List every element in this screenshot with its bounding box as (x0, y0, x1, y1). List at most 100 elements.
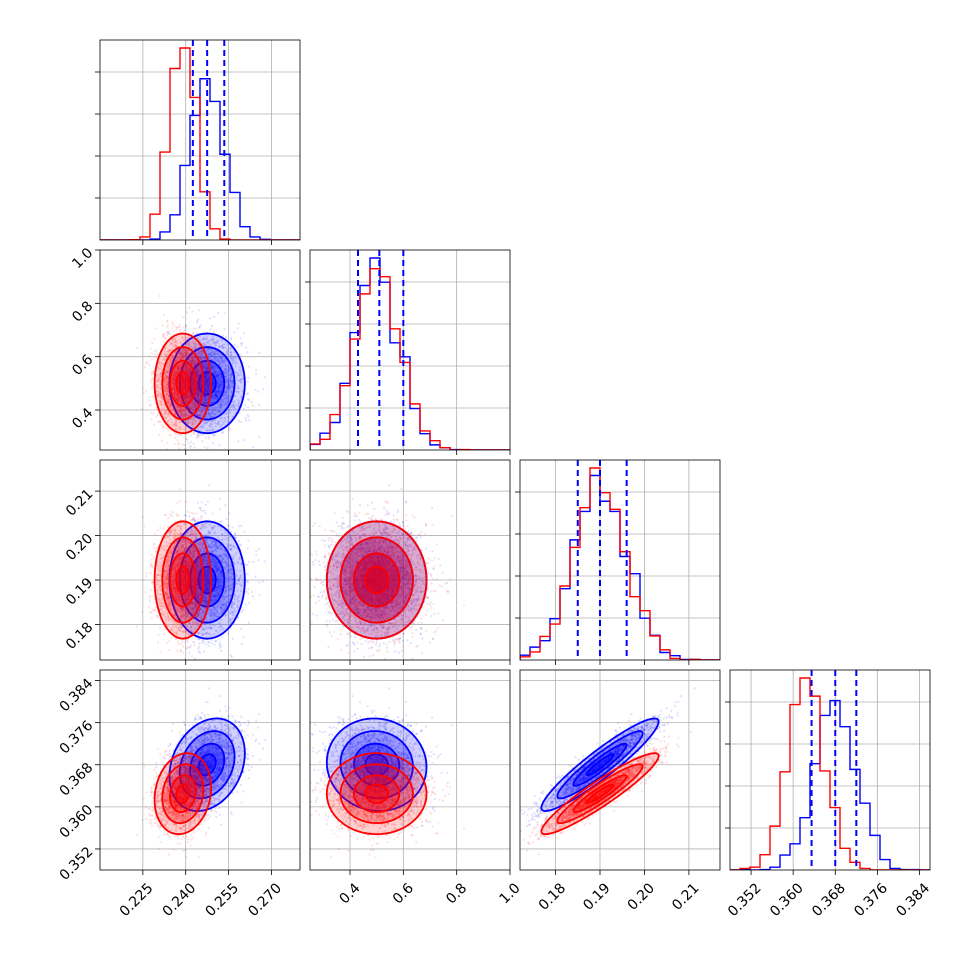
scatter-point (220, 398, 223, 401)
scatter-point (190, 359, 193, 362)
scatter-point (184, 349, 187, 352)
scatter-point (206, 389, 209, 392)
scatter-point (219, 356, 222, 359)
scatter-point (214, 391, 217, 394)
scatter-point (227, 378, 230, 381)
scatter-point (201, 350, 204, 353)
scatter-point (218, 370, 221, 373)
scatter-point (210, 354, 213, 357)
scatter-point (186, 368, 189, 371)
scatter-point (235, 407, 238, 410)
scatter-point (215, 389, 218, 393)
scatter-point (224, 364, 227, 367)
scatter-point (215, 389, 218, 392)
scatter-point (219, 390, 222, 393)
scatter-point (197, 390, 200, 393)
scatter-point (181, 387, 184, 390)
scatter-point (203, 399, 206, 402)
scatter-point (191, 388, 195, 391)
scatter-point (150, 373, 154, 376)
scatter-point (185, 415, 188, 418)
scatter-point (209, 423, 212, 426)
scatter-point (186, 349, 189, 352)
scatter-point (184, 383, 187, 387)
scatter-point (171, 323, 175, 326)
scatter-point (239, 378, 242, 382)
scatter-point (203, 395, 206, 399)
scatter-point (182, 388, 186, 391)
scatter-point (214, 393, 217, 396)
scatter-point (200, 386, 203, 389)
scatter-point (197, 432, 200, 435)
scatter-point (213, 393, 217, 396)
scatter-point (196, 320, 199, 323)
scatter-point (188, 367, 191, 370)
scatter-point (227, 416, 230, 419)
scatter-point (211, 401, 214, 404)
scatter-point (231, 359, 234, 362)
scatter-point (216, 382, 219, 385)
scatter-point (211, 420, 214, 423)
scatter-point (224, 397, 227, 400)
scatter-point (228, 369, 231, 372)
scatter-point (226, 343, 229, 346)
scatter-point (180, 414, 183, 417)
scatter-point (149, 404, 152, 407)
scatter-point (217, 388, 220, 391)
scatter-point (247, 376, 250, 379)
scatter-point (188, 373, 191, 376)
scatter-point (196, 390, 199, 393)
scatter-point (204, 406, 207, 409)
scatter-point (189, 370, 192, 373)
scatter-point (209, 406, 212, 409)
scatter-point (219, 402, 222, 405)
scatter-point (153, 356, 156, 359)
scatter-point (185, 413, 188, 416)
scatter-point (210, 354, 214, 357)
scatter-point (225, 352, 228, 355)
scatter-point (204, 398, 207, 401)
scatter-point (215, 374, 218, 377)
scatter-point (237, 386, 240, 389)
scatter-point (166, 324, 169, 327)
scatter-point (177, 367, 180, 370)
scatter-point (187, 358, 190, 361)
scatter-point (205, 374, 208, 377)
scatter-point (187, 372, 190, 375)
scatter-point (171, 377, 174, 380)
scatter-point (198, 369, 201, 372)
scatter-point (153, 353, 157, 356)
scatter-point (183, 356, 186, 359)
scatter-point (182, 395, 185, 398)
scatter-point (150, 387, 153, 390)
scatter-point (197, 354, 201, 357)
scatter-point (192, 383, 195, 386)
scatter-point (215, 375, 218, 378)
scatter-point (203, 366, 206, 369)
scatter-point (196, 393, 199, 396)
scatter-point (218, 389, 221, 393)
scatter-point (203, 406, 206, 409)
scatter-point (195, 404, 199, 407)
scatter-point (199, 357, 202, 360)
scatter-point (207, 397, 210, 400)
scatter-point (201, 350, 204, 353)
scatter-point (216, 396, 219, 400)
scatter-point (217, 340, 220, 343)
scatter-point (203, 356, 206, 359)
scatter-point (141, 387, 144, 390)
scatter-point (190, 360, 193, 363)
scatter-point (216, 380, 219, 383)
scatter-point (197, 318, 200, 321)
scatter-point (201, 352, 204, 355)
scatter-point (221, 383, 224, 386)
scatter-point (192, 416, 195, 419)
scatter-point (216, 374, 219, 377)
scatter-point (179, 352, 183, 355)
scatter-point (228, 369, 231, 372)
scatter-point (214, 393, 217, 396)
scatter-point (240, 373, 243, 376)
scatter-point (206, 447, 209, 450)
scatter-point (143, 366, 146, 369)
scatter-point (202, 341, 205, 344)
